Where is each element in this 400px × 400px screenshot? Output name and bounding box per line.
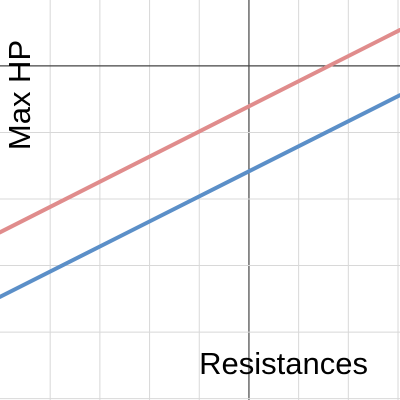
x-axis-label: Resistances [199, 346, 368, 381]
plot-area [0, 27, 400, 299]
series-line [0, 93, 400, 299]
series-line [0, 27, 400, 235]
y-axis-label: Max HP [2, 40, 37, 150]
